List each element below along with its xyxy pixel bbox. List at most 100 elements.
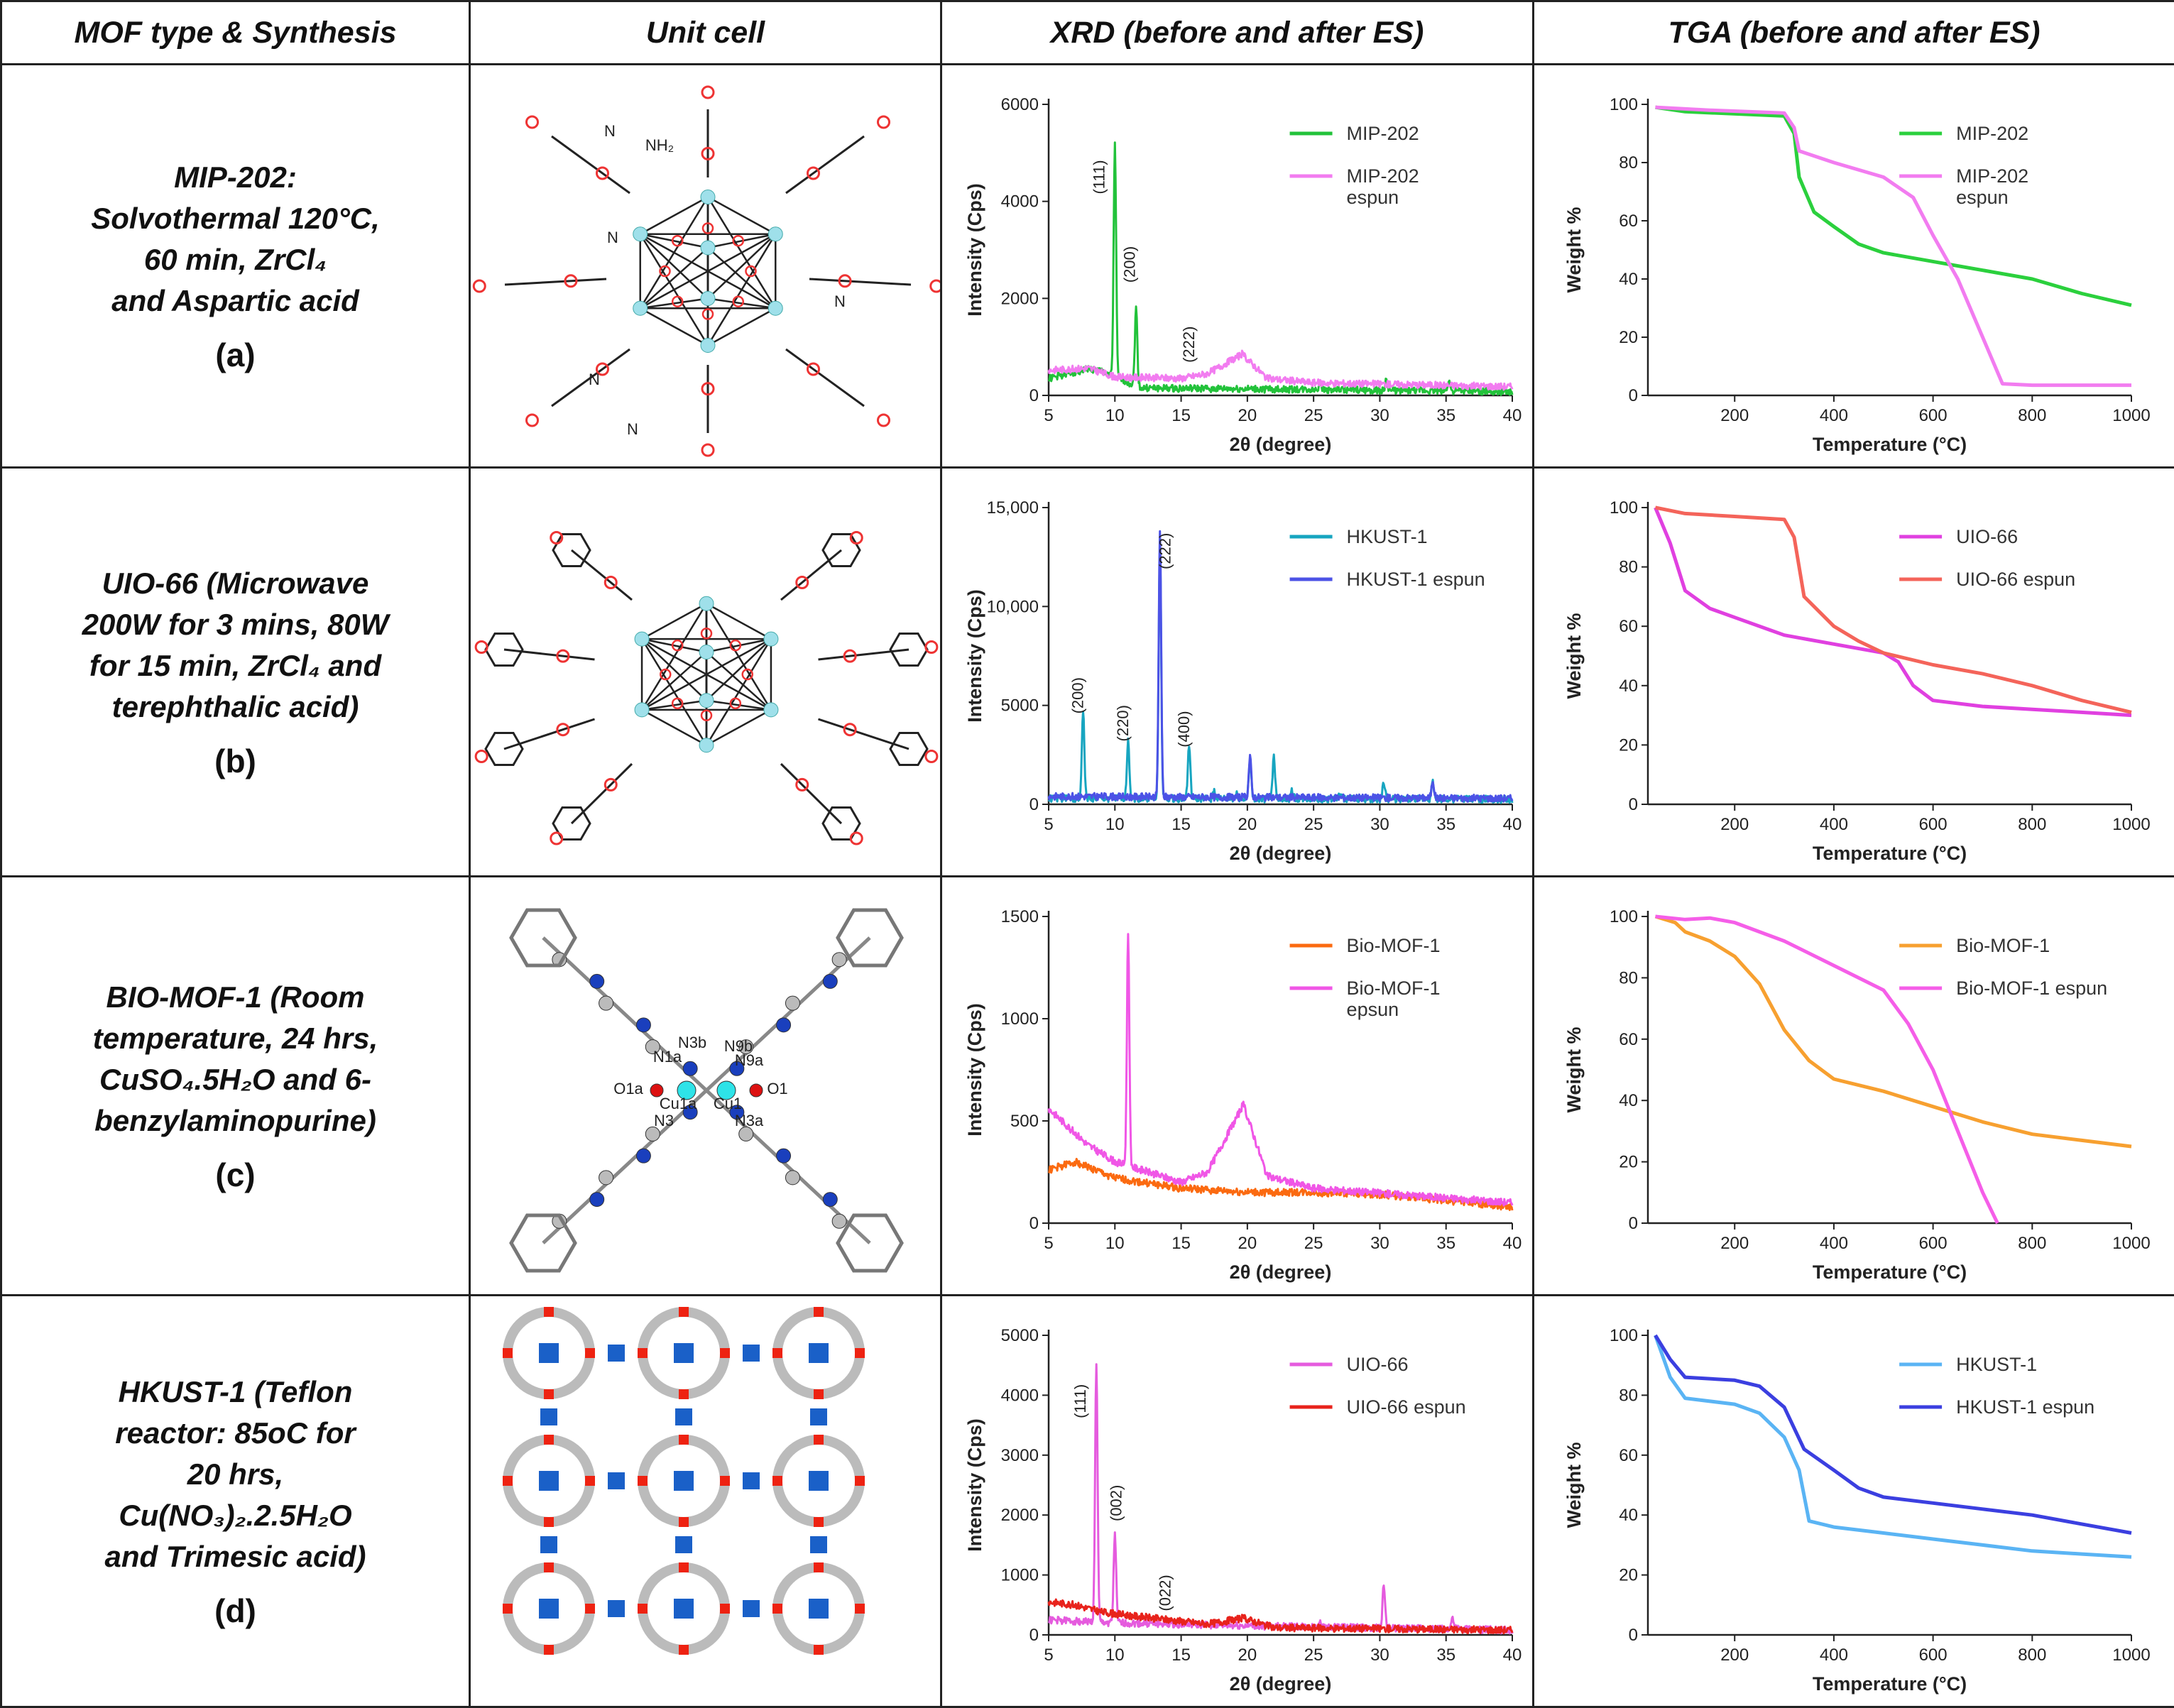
- copper-paddlewheel: [809, 1343, 829, 1363]
- x-tick-label: 20: [1238, 406, 1257, 425]
- peak-annotation: (111): [1090, 160, 1108, 194]
- copper-paddlewheel: [809, 1471, 829, 1491]
- oxygen-atom: [931, 280, 940, 292]
- nitrogen-label: N: [604, 122, 616, 140]
- legend-label: MIP-202: [1347, 165, 1419, 187]
- copper-paddlewheel: [810, 1408, 827, 1425]
- series-line-uio-66-espun: [1656, 508, 2132, 712]
- legend-label: UIO-66: [1956, 526, 2018, 547]
- legend-label: epsun: [1347, 999, 1399, 1020]
- y-axis-label: Weight %: [1563, 1443, 1585, 1528]
- synthesis-line: 20 hrs,: [2, 1454, 469, 1495]
- y-tick-label: 6000: [1001, 95, 1039, 114]
- zr-atom: [699, 694, 714, 708]
- y-tick-label: 60: [1619, 1446, 1638, 1465]
- bond: [706, 710, 771, 745]
- y-tick-label: 60: [1619, 617, 1638, 636]
- copper-paddlewheel: [608, 1600, 625, 1617]
- oxygen-atom: [855, 1348, 865, 1358]
- y-tick-label: 4000: [1001, 192, 1039, 212]
- oxygen-atom: [476, 642, 487, 653]
- synthesis-line: terephthalic acid): [2, 686, 469, 728]
- legend-label: espun: [1956, 187, 2009, 208]
- copper-paddlewheel: [675, 1536, 692, 1553]
- x-tick-label: 200: [1720, 406, 1749, 425]
- synthesis-line: BIO-MOF-1 (Room: [2, 977, 469, 1018]
- x-tick-label: 400: [1820, 406, 1848, 425]
- copper-paddlewheel: [608, 1345, 625, 1362]
- copper-paddlewheel: [674, 1343, 694, 1363]
- x-tick-label: 25: [1304, 1646, 1323, 1665]
- oxygen-atom: [585, 1476, 595, 1486]
- x-tick-label: 40: [1503, 815, 1522, 834]
- bond: [640, 197, 708, 234]
- bond: [640, 197, 708, 309]
- y-axis-label: Weight %: [1563, 613, 1585, 699]
- series-line-bio-mof-1-epsun: [1049, 934, 1512, 1205]
- x-tick-label: 10: [1105, 1234, 1125, 1253]
- row-c: BIO-MOF-1 (Room temperature, 24 hrs, CuS…: [1, 877, 2174, 1296]
- y-tick-label: 100: [1610, 1326, 1638, 1345]
- synthesis-line: and Aspartic acid: [2, 280, 469, 322]
- y-tick-label: 40: [1619, 1091, 1638, 1110]
- x-tick-label: 20: [1238, 1646, 1257, 1665]
- synthesis-cell-a: MIP-202: Solvothermal 120°C, 60 min, ZrC…: [1, 65, 470, 468]
- y-tick-label: 100: [1610, 907, 1638, 926]
- synthesis-cell-d: HKUST-1 (Teflon reactor: 85oC for 20 hrs…: [1, 1296, 470, 1707]
- x-tick-label: 400: [1820, 1234, 1848, 1253]
- y-tick-label: 60: [1619, 1030, 1638, 1049]
- legend-label: espun: [1347, 187, 1399, 208]
- bond: [706, 603, 771, 639]
- bond: [543, 1090, 706, 1243]
- zr-atom: [768, 301, 782, 315]
- carbon-atom: [785, 1171, 799, 1185]
- x-tick-label: 40: [1503, 1234, 1522, 1253]
- series-line-uio-66: [1656, 508, 2132, 716]
- y-tick-label: 20: [1619, 1566, 1638, 1585]
- copper-paddlewheel: [539, 1599, 559, 1619]
- peak-annotation: (220): [1114, 705, 1132, 741]
- x-tick-label: 10: [1105, 815, 1125, 834]
- synthesis-line: CuSO₄.5H₂O and 6-: [2, 1059, 469, 1100]
- x-tick-label: 40: [1503, 406, 1522, 425]
- copper-paddlewheel: [743, 1345, 760, 1362]
- oxygen-atom: [585, 1348, 595, 1358]
- synthesis-line: MIP-202:: [2, 157, 469, 198]
- atom-label: Cu1: [714, 1095, 742, 1112]
- y-tick-label: 80: [1619, 1386, 1638, 1405]
- x-tick-label: 1000: [2112, 1234, 2150, 1253]
- carbon-atom: [599, 996, 613, 1010]
- oxygen-atom: [638, 1604, 648, 1614]
- y-axis-label: Intensity (Cps): [964, 589, 985, 723]
- y-tick-label: 100: [1610, 95, 1638, 114]
- y-tick-label: 80: [1619, 968, 1638, 987]
- atom-label: Cu1a: [660, 1095, 697, 1112]
- x-axis-label: Temperature (°C): [1813, 843, 1967, 864]
- bond: [781, 764, 841, 823]
- synthesis-cell-b: UIO-66 (Microwave 200W for 3 mins, 80W f…: [1, 468, 470, 877]
- y-tick-label: 0: [1629, 386, 1638, 405]
- zr-atom: [701, 241, 715, 255]
- oxygen-atom: [544, 1562, 554, 1572]
- x-tick-label: 35: [1436, 1646, 1455, 1665]
- row-label: (d): [2, 1590, 469, 1631]
- x-tick-label: 200: [1720, 1646, 1749, 1665]
- nitrogen-label: N: [607, 229, 618, 246]
- bond: [640, 308, 708, 345]
- synthesis-line: UIO-66 (Microwave: [2, 563, 469, 604]
- oxygen-atom: [503, 1604, 513, 1614]
- y-tick-label: 0: [1629, 795, 1638, 814]
- series-line-mip-202: [1049, 143, 1512, 395]
- series-line-mip-202-espun: [1656, 107, 2132, 385]
- y-tick-label: 80: [1619, 558, 1638, 577]
- oxygen-atom: [855, 1476, 865, 1486]
- series-line-hkust-1: [1656, 1335, 2132, 1557]
- y-tick-label: 40: [1619, 270, 1638, 289]
- legend-label: UIO-66 espun: [1347, 1396, 1466, 1418]
- y-tick-label: 500: [1010, 1112, 1039, 1131]
